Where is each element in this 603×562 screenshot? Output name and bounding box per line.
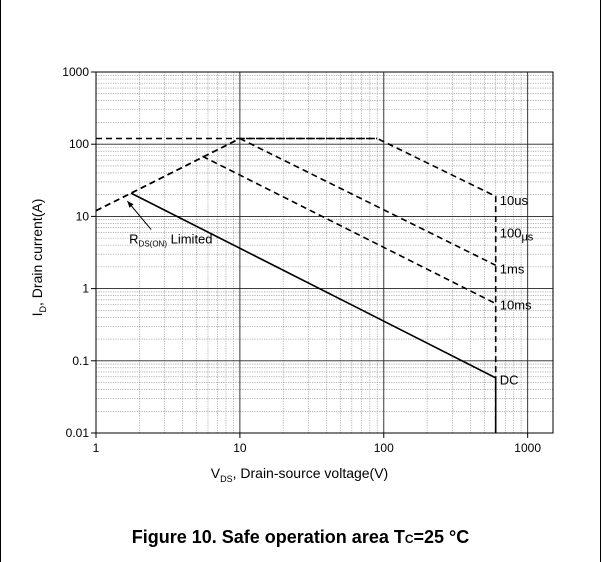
curves [95, 137, 497, 433]
y-tick-label: 0.01 [66, 426, 90, 440]
rds-on-annotation: RDS(ON) Limited [126, 200, 213, 249]
plot-frame [95, 71, 554, 434]
series-label: 100μs [500, 225, 534, 243]
x-tick-label: 1000 [514, 441, 541, 455]
y-tick-label: 0.1 [72, 354, 89, 368]
y-tick-label: 10 [76, 209, 90, 223]
y-tick-label: 1 [82, 282, 89, 296]
series-labels: 10us 100μs 1ms 10ms DC [500, 193, 534, 388]
safe-operating-area-chart: 1 10 100 1000 0.01 0.1 1 10 100 1000 10us 100μs 1ms… [29, 65, 554, 484]
minor-grid [96, 72, 553, 433]
caption-subscript: C [404, 532, 414, 546]
curve-DC [130, 192, 497, 433]
figure-caption: Figure 10. Safe operation area TC=25 °C [0, 527, 601, 548]
y-tick-label: 1000 [62, 65, 89, 79]
series-label: 1ms [500, 261, 525, 276]
x-tick-label: 100 [374, 441, 394, 455]
y-tick-label: 100 [69, 137, 89, 151]
curve-1ms [202, 155, 497, 305]
axis-ticks: 1 10 100 1000 0.01 0.1 1 10 100 1000 [62, 65, 541, 455]
x-tick-label: 1 [93, 441, 100, 455]
curve-100μs [239, 137, 497, 267]
annotation-text: RDS(ON) Limited [129, 232, 212, 249]
series-label: 10ms [500, 298, 532, 313]
x-axis-title: VDS, Drain-source voltage(V) [211, 465, 388, 484]
y-axis-title: ID, Drain current(A) [29, 199, 48, 317]
x-tick-label: 10 [233, 441, 247, 455]
plot-area [96, 72, 553, 433]
caption-suffix: =25 °C [413, 527, 470, 547]
series-label: DC [500, 373, 519, 388]
annotation-arrow-head [127, 201, 134, 208]
series-label: 10us [500, 193, 529, 208]
curve-boundary [95, 137, 241, 212]
major-grid [96, 72, 553, 433]
caption-prefix: Figure 10. Safe operation area T [131, 527, 405, 547]
